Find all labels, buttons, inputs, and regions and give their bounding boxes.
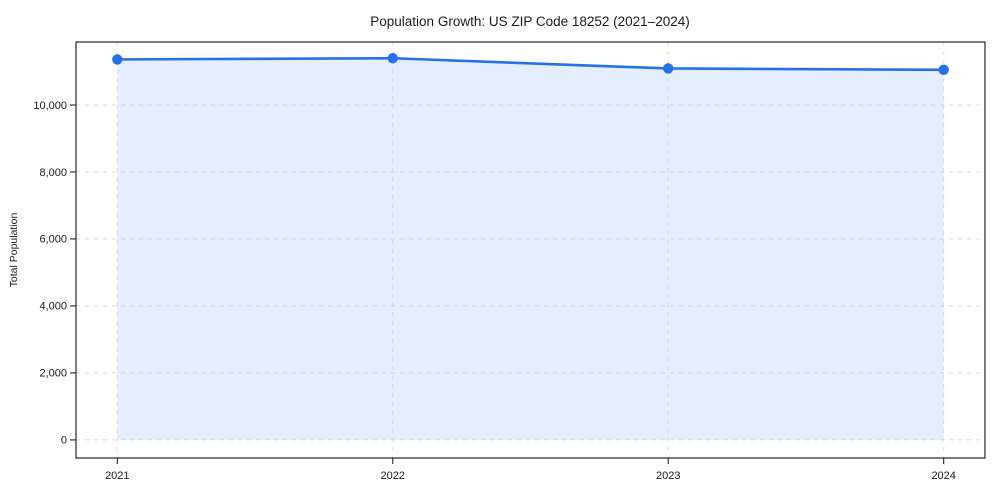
x-tick-label: 2024: [931, 470, 955, 482]
x-tick-label: 2023: [656, 470, 680, 482]
axis-layer: 0 2,000 4,000 6,000 8,000 10,000 2021 2022 2023 2…: [33, 41, 986, 482]
chart-title: Population Growth: US ZIP Code 18252 (20…: [370, 14, 689, 29]
y-tick-label: 8,000: [39, 167, 67, 179]
y-tick-label: 0: [61, 435, 67, 447]
data-point-marker: [663, 63, 674, 74]
area-layer: [117, 58, 944, 440]
area-fill: [117, 58, 944, 440]
y-tick-label: 2,000: [39, 368, 67, 380]
y-tick-label: 4,000: [39, 301, 67, 313]
data-point-marker: [112, 54, 123, 65]
data-point-marker: [387, 53, 398, 64]
data-layer: [112, 53, 949, 76]
y-axis-label: Total Population: [8, 212, 20, 287]
population-line: [116, 56, 945, 72]
plot-border: [75, 41, 986, 459]
y-tick-label: 10,000: [33, 100, 67, 112]
gridlines: [76, 42, 985, 458]
y-tick-label: 6,000: [39, 234, 67, 246]
data-point-marker: [938, 64, 949, 76]
x-tick-label: 2021: [105, 470, 129, 482]
x-tick-label: 2022: [381, 470, 405, 482]
